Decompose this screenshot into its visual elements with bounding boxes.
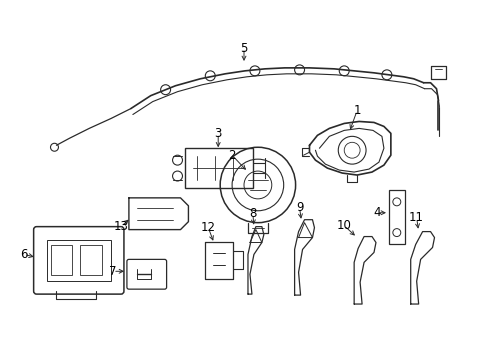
Text: 11: 11 (408, 211, 423, 224)
Text: 7: 7 (109, 265, 117, 278)
Text: 3: 3 (214, 127, 222, 140)
Text: 9: 9 (295, 201, 303, 214)
Bar (80, 246, 102, 275)
Bar (388, 190, 404, 244)
Bar (185, 148, 252, 188)
Text: 4: 4 (372, 206, 380, 219)
Text: 5: 5 (240, 41, 247, 54)
Bar (46, 239, 111, 281)
Text: 13: 13 (113, 220, 128, 233)
Text: 1: 1 (353, 104, 360, 117)
Text: 2: 2 (228, 149, 235, 162)
Text: 12: 12 (201, 221, 215, 234)
Bar (50, 246, 72, 275)
Text: 8: 8 (249, 207, 256, 220)
Text: 10: 10 (336, 219, 351, 232)
Text: 6: 6 (20, 248, 27, 261)
